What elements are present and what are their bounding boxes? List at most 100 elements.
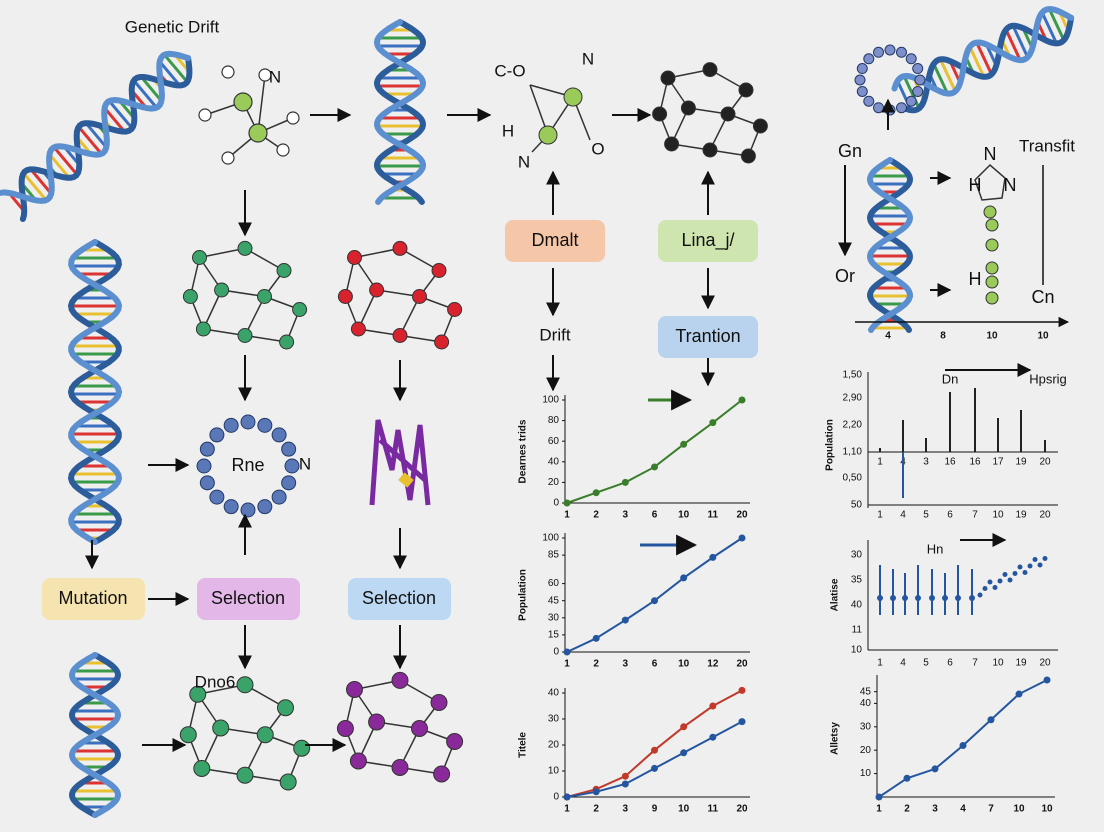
x-tick-label: 3 [623,804,629,815]
dot [877,595,883,601]
node-label: N [518,152,530,171]
panel-label: Cn [1031,287,1054,307]
y-tick-label: 2,90 [843,393,863,404]
panel-label: Or [835,266,855,286]
x-tick-label: 1 [876,804,882,815]
box-label: Lina_j/ [681,230,734,251]
point [621,616,629,624]
ring-bead [209,489,225,505]
dot [987,579,993,585]
x-tick-label: 4 [900,658,906,669]
x-tick-label: 16 [969,457,981,468]
point [563,793,571,801]
helix-rung [84,122,108,149]
atom [660,70,676,86]
ring-bead [223,417,239,433]
y-tick-label: 15 [548,630,560,641]
panel-label: Dn [942,371,959,386]
dot [942,595,948,601]
atom [740,148,756,164]
helix-rung [29,168,53,195]
helix-rung [52,146,79,176]
y-axis-label: Population [825,419,836,471]
bond [354,247,401,259]
ring-bead [856,63,868,75]
dna-helix [891,6,1075,114]
atom [563,87,583,107]
x-tick-label: 19 [1015,658,1027,669]
ring-bead [223,499,239,515]
ring-bead [863,53,875,65]
label-box [197,578,300,620]
helix-strand [18,55,193,223]
y-tick-label: 20 [860,745,872,756]
y-tick-label: 40 [548,456,560,467]
helix-rung [163,53,189,83]
atom [248,123,268,143]
ring-bead [912,85,924,97]
atom [189,685,207,703]
atom [195,321,211,337]
dot [1017,564,1023,570]
helix-rung [108,100,134,130]
node-label: Dno6 [195,672,236,691]
atom [221,65,235,79]
y-axis-label: Dearnes trids [518,419,529,483]
panel-label: Gn [838,141,862,161]
ring-bead [914,74,926,86]
bond [257,74,266,134]
x-tick-label: 7 [972,658,978,669]
ring-bead [895,102,907,114]
x-tick-label: 3 [623,659,629,670]
helix-strand [68,652,122,818]
dot [902,595,908,601]
x-tick-label: 10 [986,331,998,342]
y-tick-label: 10 [860,768,872,779]
y-tick-label: 2,20 [843,420,863,431]
atom [279,334,295,350]
dot [1007,577,1013,583]
helix-rung [1040,11,1058,45]
atom [412,289,427,304]
helix-rung [902,75,921,109]
point [738,396,746,404]
ring-bead [854,74,866,86]
atom [983,205,997,219]
x-tick-label: 20 [1039,457,1051,468]
box-label: Selection [362,588,436,608]
atom [664,136,680,152]
node-label: Drift [539,325,570,344]
ring-bead [873,46,885,58]
y-tick-label: 10 [548,766,560,777]
bond [974,163,1006,201]
atom [392,328,408,343]
ring-bead [240,414,256,430]
panel-label: N [984,144,997,164]
atom [985,261,999,275]
x-tick-label: 11 [708,510,719,521]
ring-bead [271,489,287,505]
x-tick-label: 1 [564,510,570,521]
y-tick-label: 60 [548,578,560,589]
point [680,574,688,582]
atom [985,218,999,232]
point [592,489,600,497]
atom [293,739,311,757]
y-tick-label: 1,50 [843,370,863,381]
y-tick-label: 35 [851,575,863,586]
x-tick-label: 2 [593,659,599,670]
helix-rung [48,153,71,179]
dot [1012,571,1018,576]
x-tick-label: 20 [736,804,748,815]
point [1043,676,1051,684]
x-tick-label: 1 [877,457,883,468]
ring-bead [884,104,896,116]
atom [237,328,253,343]
dot [1002,572,1008,577]
atom [391,671,409,689]
ring-bead [240,502,256,518]
y-tick-label: 80 [548,415,560,426]
atom [369,282,385,298]
ring-bead [271,427,287,443]
x-tick-label: 7 [972,510,978,521]
